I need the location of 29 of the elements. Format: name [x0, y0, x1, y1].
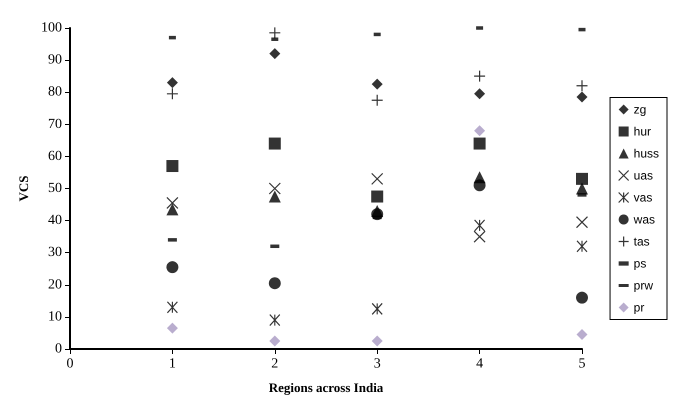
legend-label: huss — [634, 146, 660, 160]
y-axis-title: VCS — [16, 175, 32, 202]
y-tick-label: 60 — [48, 148, 62, 164]
y-tick-label: 0 — [55, 342, 62, 356]
x-tick-label: 1 — [168, 356, 176, 372]
legend-label: tas — [634, 234, 650, 248]
y-tick-label: 100 — [41, 20, 62, 36]
x-tick-label: 3 — [374, 356, 381, 372]
legend-label: zg — [634, 102, 646, 116]
x-tick-label: 0 — [66, 356, 74, 372]
legend-label: uas — [634, 168, 654, 182]
legend-label: pr — [634, 300, 644, 314]
y-tick-label: 70 — [48, 116, 62, 132]
y-tick-label: 40 — [48, 213, 62, 228]
legend-label: was — [632, 212, 655, 226]
x-tick-label: 4 — [476, 356, 484, 372]
y-tick-label: 80 — [48, 84, 62, 100]
legend-label: hur — [634, 124, 651, 138]
y-tick-label: 50 — [48, 181, 62, 196]
x-axis-title: Regions across India — [268, 380, 384, 395]
x-tick-label: 2 — [271, 356, 278, 372]
y-tick-label: 20 — [48, 277, 62, 292]
legend-label: prw — [634, 278, 654, 292]
legend-label: vas — [634, 190, 652, 204]
x-tick-label: 5 — [578, 356, 586, 372]
legend-label: ps — [634, 256, 646, 270]
y-tick-label: 90 — [48, 52, 62, 68]
y-tick-label: 30 — [48, 245, 62, 260]
y-tick-label: 10 — [48, 309, 62, 324]
